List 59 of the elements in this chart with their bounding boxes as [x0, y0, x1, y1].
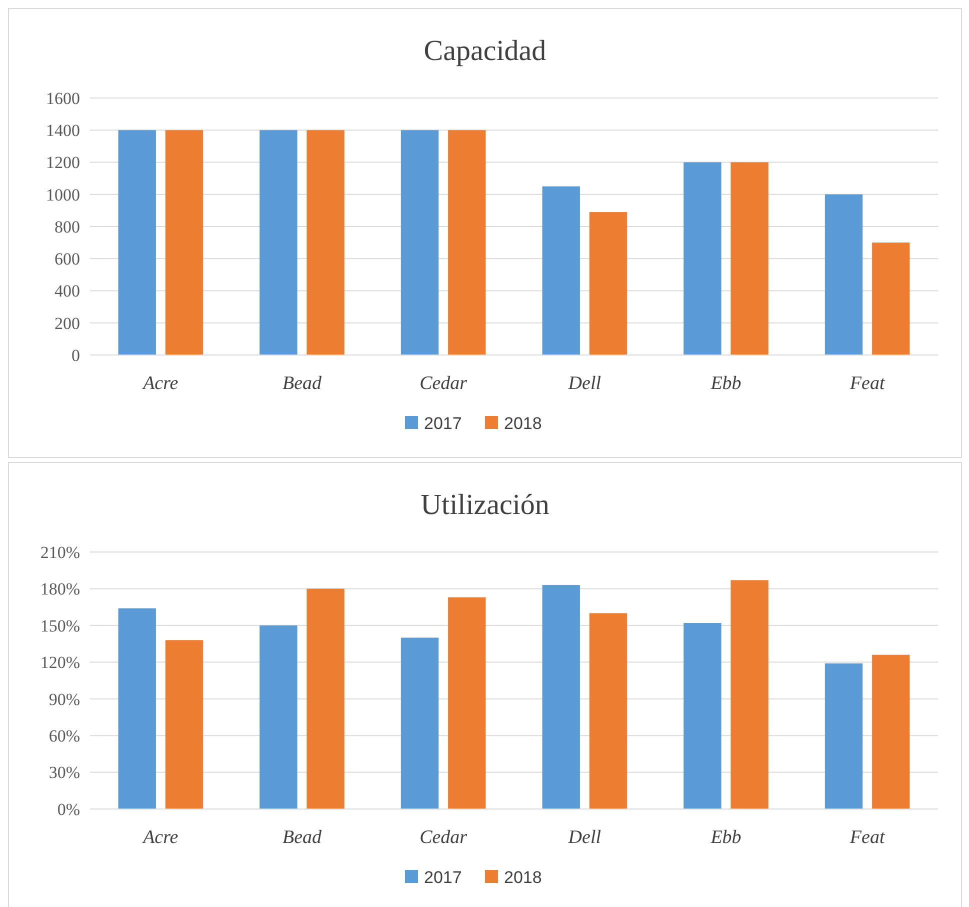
bar: [260, 130, 298, 355]
x-tick-label: Ebb: [710, 827, 742, 848]
bar: [684, 622, 722, 809]
x-tick-label: Bead: [282, 373, 322, 394]
x-tick-label: Dell: [567, 827, 602, 848]
y-tick-label: 1400: [46, 121, 80, 140]
y-tick-label: 1200: [46, 153, 80, 172]
y-tick-label: 150%: [40, 616, 80, 636]
bar: [589, 613, 628, 809]
y-tick-label: 600: [54, 250, 80, 269]
bar: [824, 663, 863, 809]
y-tick-label: 210%: [40, 542, 80, 562]
y-tick-label: 400: [54, 282, 80, 301]
x-tick-label: Cedar: [420, 827, 468, 848]
x-tick-label: Feat: [848, 827, 886, 848]
bar: [118, 130, 156, 355]
bar: [400, 130, 439, 355]
legend-label: 2017: [424, 414, 462, 433]
y-tick-label: 0: [72, 346, 80, 365]
bar: [730, 580, 768, 809]
bar: [306, 588, 344, 809]
bar: [824, 194, 863, 355]
y-tick-label: 1600: [46, 88, 80, 108]
bar: [400, 638, 439, 809]
x-tick-label: Cedar: [420, 373, 468, 394]
bar: [306, 130, 344, 355]
y-tick-label: 90%: [48, 690, 80, 709]
bar: [165, 640, 204, 809]
bar: [872, 654, 910, 809]
x-tick-label: Ebb: [710, 373, 742, 394]
y-tick-label: 60%: [48, 726, 80, 746]
bar: [542, 186, 580, 355]
y-tick-label: 1000: [46, 185, 80, 204]
bar: [260, 625, 298, 809]
y-tick-label: 30%: [48, 763, 80, 782]
x-tick-label: Feat: [848, 373, 886, 394]
y-tick-label: 200: [54, 314, 80, 333]
bar: [730, 162, 768, 355]
legend-label: 2018: [504, 868, 542, 887]
y-tick-label: 0%: [57, 800, 80, 819]
bar: [118, 608, 156, 809]
bar: [589, 212, 628, 355]
bar: [448, 130, 486, 355]
y-tick-label: 180%: [40, 580, 80, 599]
chart-title: Utilización: [420, 489, 550, 521]
x-tick-label: Bead: [282, 827, 322, 848]
chart-title: Capacidad: [424, 35, 547, 67]
bar: [684, 162, 722, 355]
bar: [448, 597, 486, 809]
legend-label: 2017: [424, 868, 462, 887]
x-tick-label: Dell: [567, 373, 602, 394]
y-tick-label: 800: [54, 217, 80, 236]
bar: [872, 242, 910, 355]
bar: [542, 585, 580, 809]
legend-label: 2018: [504, 414, 542, 433]
bar: [165, 130, 204, 355]
x-tick-label: Acre: [141, 373, 178, 394]
y-tick-label: 120%: [40, 653, 80, 672]
x-tick-label: Acre: [141, 827, 178, 848]
